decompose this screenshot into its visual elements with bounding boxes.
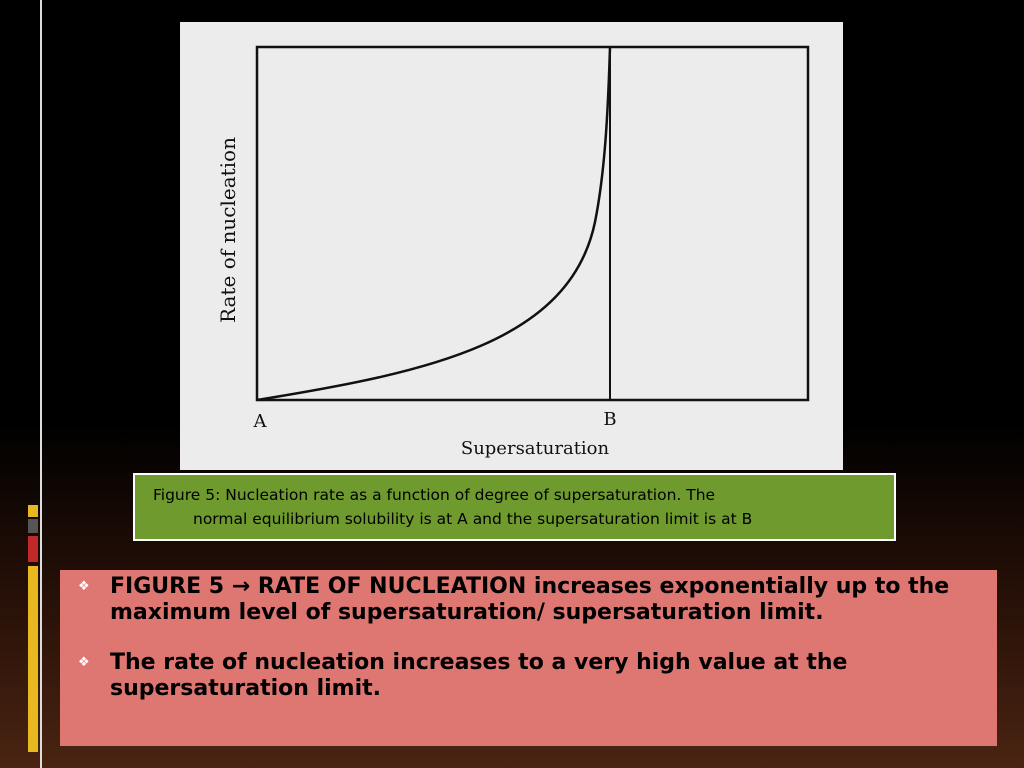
accent-bar — [28, 536, 38, 562]
point-label: B — [603, 409, 616, 430]
caption-line: Figure 5: Nucleation rate as a function … — [153, 486, 716, 504]
bullet: The rate of nucleation increases to a ve… — [78, 650, 977, 702]
accent-bar — [28, 505, 38, 517]
y-label: Rate of nucleation — [216, 137, 240, 323]
caption: Figure 5: Nucleation rate as a function … — [133, 473, 896, 541]
left-line — [40, 0, 42, 768]
x-label: Supersaturation — [461, 438, 610, 459]
point-label: A — [253, 411, 268, 432]
caption-line: normal equilibrium solubility is at A an… — [193, 510, 753, 528]
plot-frame — [255, 45, 810, 402]
accent-bar — [28, 519, 38, 533]
bullet-box: FIGURE 5 → RATE OF NUCLEATION increases … — [60, 570, 997, 746]
figure: Rate of nucleation A B Supersaturation — [180, 22, 843, 470]
curve — [256, 46, 612, 402]
accent-bar — [28, 566, 38, 752]
bullet: FIGURE 5 → RATE OF NUCLEATION increases … — [78, 574, 977, 626]
